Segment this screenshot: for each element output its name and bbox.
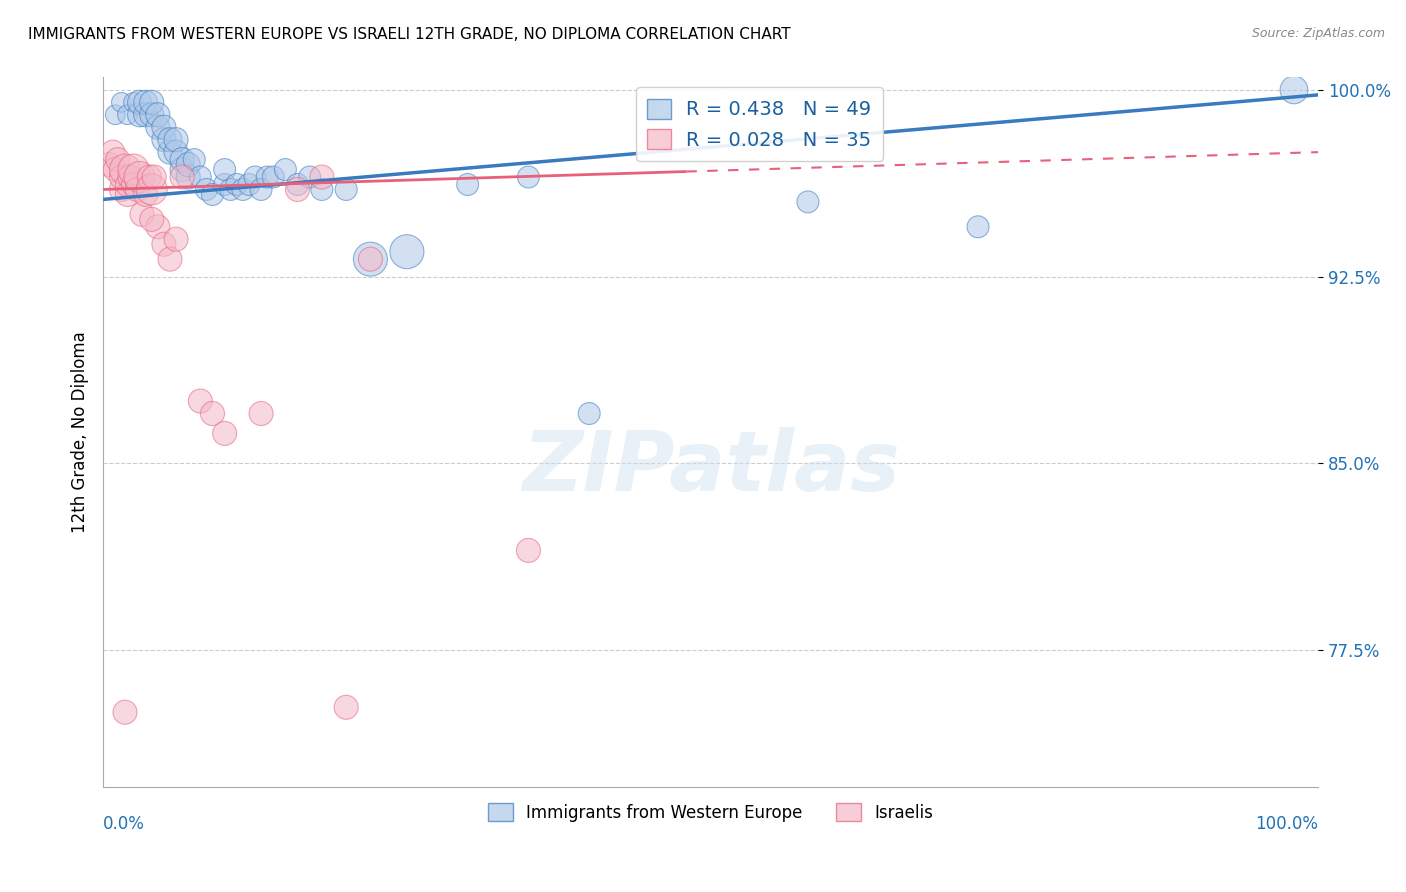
Point (122, 95, 145, 110)
Point (256, 169, 278, 184)
Point (165, 133, 187, 147)
Point (172, 169, 194, 184)
Point (274, 162, 297, 177)
Point (201, 407, 224, 421)
Point (159, 145, 181, 160)
Point (110, 182, 132, 196)
Point (159, 252, 181, 267)
Point (117, 108, 139, 122)
Point (172, 153, 194, 167)
Point (298, 169, 321, 184)
Point (195, 182, 218, 196)
Point (141, 182, 163, 196)
Point (797, 194, 820, 209)
Point (967, 219, 990, 234)
Point (146, 120, 169, 135)
Point (114, 162, 136, 177)
Point (153, 120, 176, 135)
Point (104, 108, 127, 122)
Point (135, 108, 157, 122)
Point (250, 407, 273, 421)
Point (165, 145, 187, 160)
Text: IMMIGRANTS FROM WESTERN EUROPE VS ISRAELI 12TH GRADE, NO DIPLOMA CORRELATION CHA: IMMIGRANTS FROM WESTERN EUROPE VS ISRAEL… (28, 27, 790, 42)
Text: Source: ZipAtlas.com: Source: ZipAtlas.com (1251, 27, 1385, 40)
Point (359, 252, 381, 267)
Point (243, 169, 266, 184)
Point (146, 108, 169, 122)
Point (335, 700, 357, 714)
Point (172, 162, 194, 177)
Point (311, 182, 333, 196)
Legend: Immigrants from Western Europe, Israelis: Immigrants from Western Europe, Israelis (481, 797, 941, 829)
Text: 0.0%: 0.0% (103, 815, 145, 833)
Point (188, 169, 211, 184)
Y-axis label: 12th Grade, No Diploma: 12th Grade, No Diploma (72, 331, 89, 533)
Point (135, 187, 157, 202)
Point (188, 394, 211, 409)
Point (250, 182, 273, 196)
Point (311, 169, 333, 184)
Point (122, 178, 145, 192)
Point (138, 169, 160, 184)
Text: 100.0%: 100.0% (1256, 815, 1319, 833)
Point (201, 187, 224, 202)
Point (165, 232, 187, 246)
Point (146, 219, 169, 234)
Point (183, 153, 205, 167)
Point (122, 162, 145, 177)
Point (143, 169, 166, 184)
Point (225, 178, 247, 192)
Point (359, 252, 381, 267)
Point (128, 108, 150, 122)
Point (457, 178, 479, 192)
Point (141, 95, 163, 110)
Point (104, 162, 127, 177)
Point (128, 95, 150, 110)
Point (118, 169, 141, 184)
Point (214, 162, 236, 177)
Point (107, 153, 129, 167)
Point (177, 169, 200, 184)
Point (517, 543, 540, 558)
Point (101, 145, 124, 160)
Point (262, 169, 284, 184)
Point (395, 244, 418, 259)
Point (127, 182, 149, 196)
Point (117, 187, 139, 202)
Point (214, 426, 236, 441)
Point (159, 133, 181, 147)
Point (214, 178, 236, 192)
Point (287, 178, 309, 192)
Point (1282, 83, 1305, 97)
Point (114, 705, 136, 719)
Point (287, 182, 309, 196)
Point (219, 182, 242, 196)
Point (131, 207, 153, 221)
Point (117, 178, 139, 192)
Point (153, 237, 176, 252)
Point (232, 182, 254, 196)
Point (141, 108, 163, 122)
Point (153, 133, 176, 147)
Point (141, 212, 163, 227)
Text: ZIPatlas: ZIPatlas (522, 427, 900, 508)
Point (110, 95, 132, 110)
Point (135, 95, 157, 110)
Point (238, 178, 260, 192)
Point (177, 157, 200, 171)
Point (578, 407, 600, 421)
Point (110, 169, 132, 184)
Point (98, 157, 121, 171)
Point (517, 169, 540, 184)
Point (128, 169, 150, 184)
Point (335, 182, 357, 196)
